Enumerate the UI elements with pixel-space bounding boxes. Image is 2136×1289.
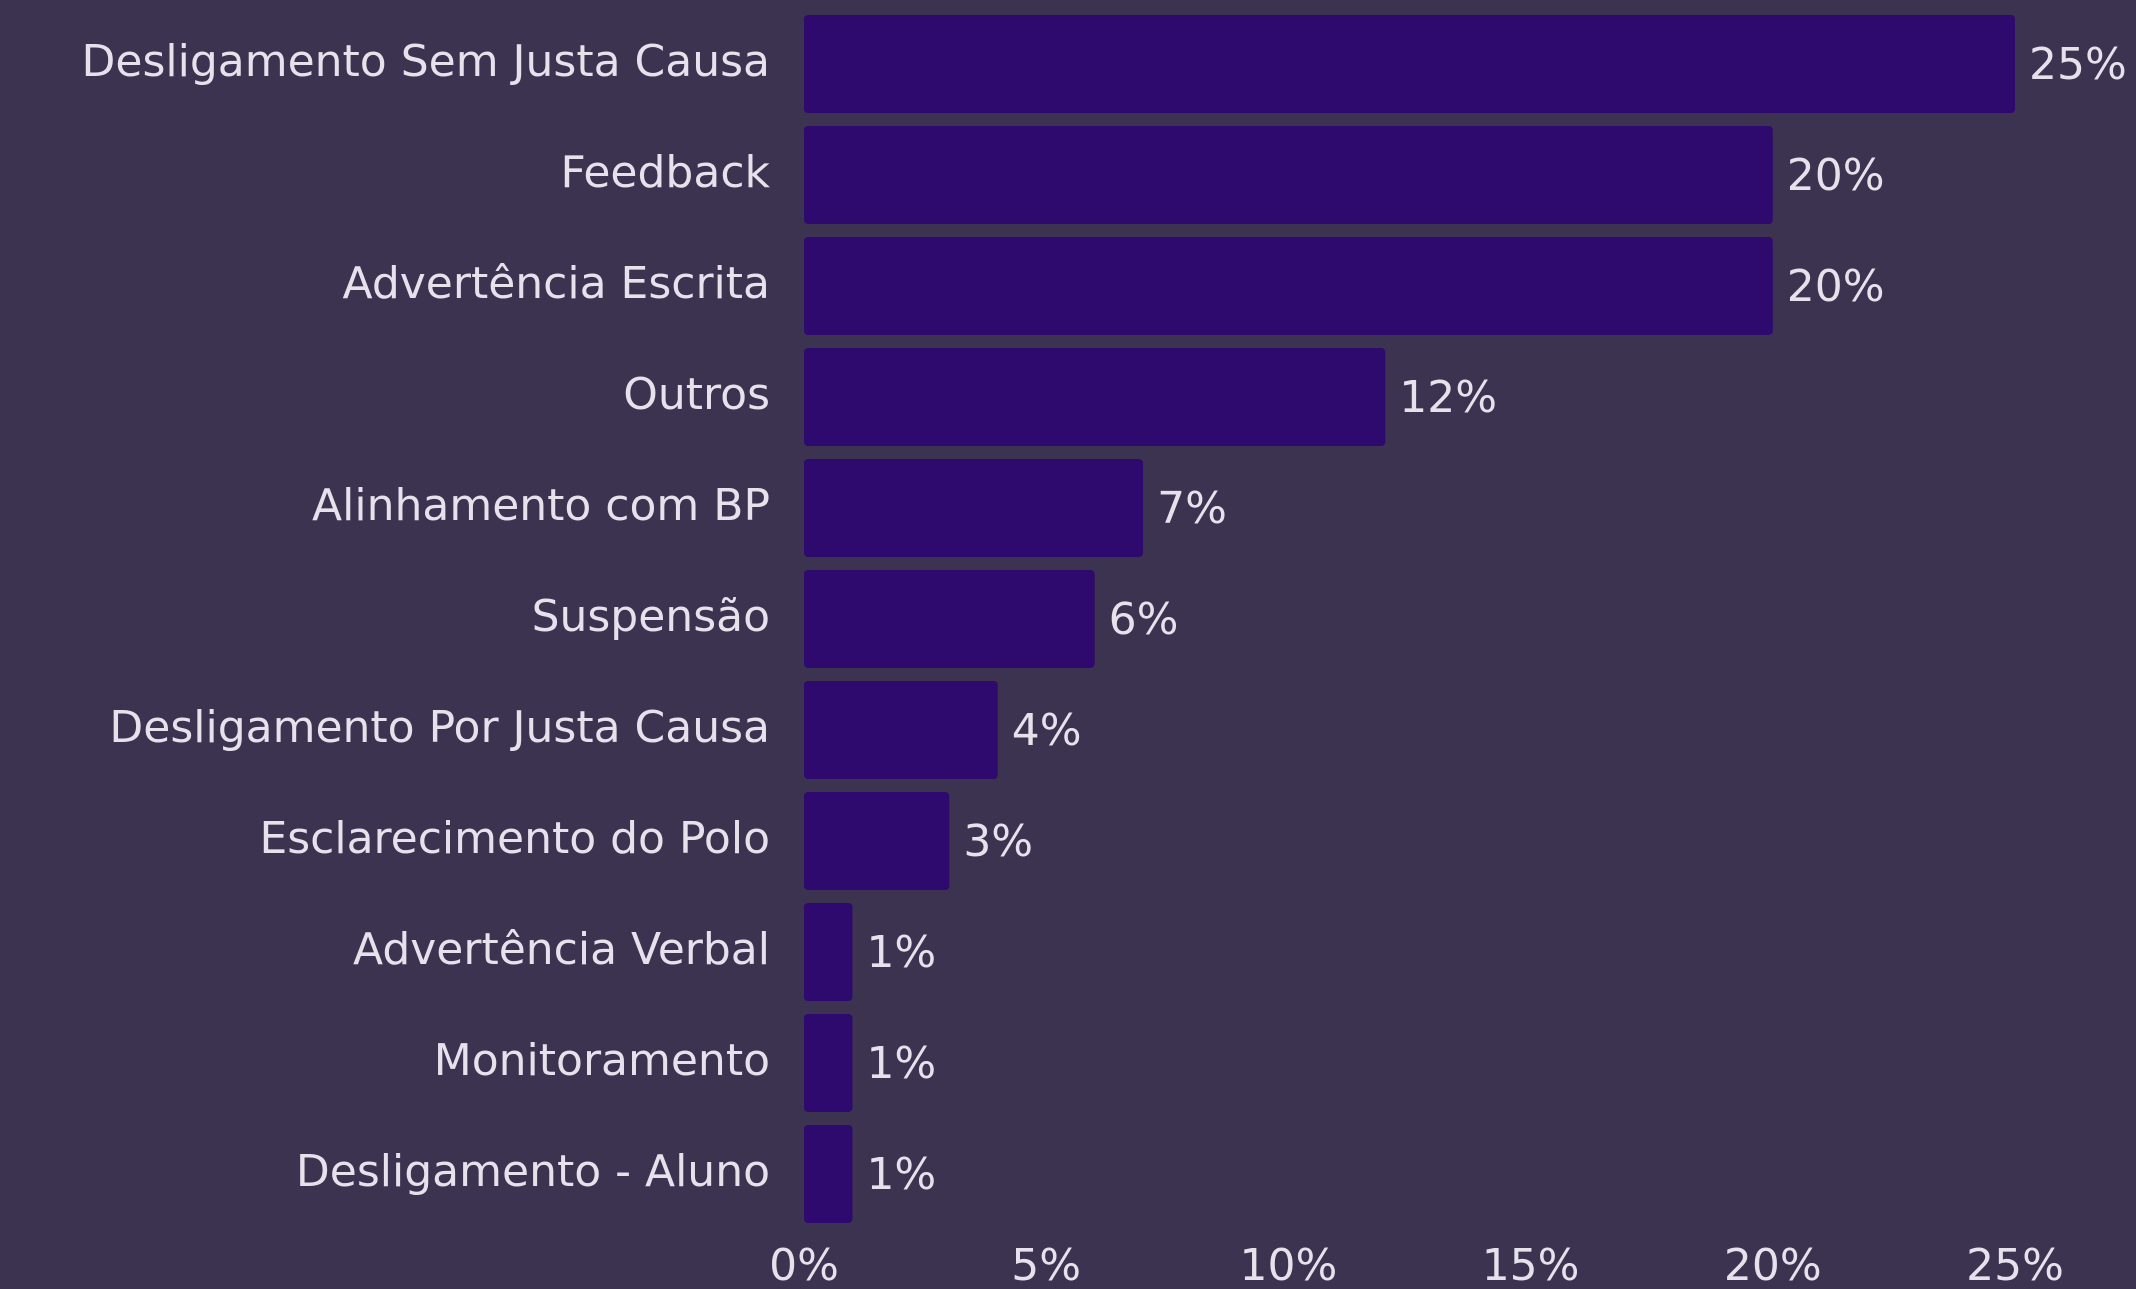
bar xyxy=(804,126,1773,224)
x-tick-label: 25% xyxy=(1966,1240,2064,1289)
y-tick-label: Alinhamento com BP xyxy=(312,480,770,531)
value-label: 20% xyxy=(1787,261,1885,312)
value-label: 12% xyxy=(1399,372,1497,423)
value-label: 1% xyxy=(866,927,936,978)
y-tick-label: Desligamento Sem Justa Causa xyxy=(82,36,771,87)
bar xyxy=(804,792,950,890)
bar xyxy=(804,1125,853,1223)
x-tick-label: 20% xyxy=(1724,1240,1822,1289)
y-tick-label: Feedback xyxy=(560,147,770,198)
value-label: 25% xyxy=(2029,39,2127,90)
bar xyxy=(804,570,1095,668)
y-tick-label: Advertência Verbal xyxy=(353,924,770,975)
y-tick-label: Desligamento - Aluno xyxy=(296,1146,770,1197)
bar xyxy=(804,681,998,779)
value-label: 1% xyxy=(866,1149,936,1200)
value-label: 3% xyxy=(963,816,1033,867)
x-tick-label: 5% xyxy=(1011,1240,1081,1289)
x-tick-label: 15% xyxy=(1482,1240,1580,1289)
y-tick-label: Desligamento Por Justa Causa xyxy=(109,702,770,753)
value-label: 1% xyxy=(866,1038,936,1089)
bar xyxy=(804,459,1144,557)
y-tick-label: Advertência Escrita xyxy=(343,258,770,309)
value-label: 6% xyxy=(1109,594,1179,645)
y-tick-label: Suspensão xyxy=(532,591,770,642)
y-tick-label: Outros xyxy=(623,369,770,420)
y-tick-label: Esclarecimento do Polo xyxy=(259,813,770,864)
x-tick-label: 0% xyxy=(769,1240,839,1289)
bar xyxy=(804,15,2015,113)
bar xyxy=(804,903,853,1001)
value-label: 7% xyxy=(1157,483,1227,534)
bar xyxy=(804,1014,853,1112)
value-label: 4% xyxy=(1012,705,1082,756)
x-tick-label: 10% xyxy=(1240,1240,1338,1289)
bar xyxy=(804,237,1773,335)
bar xyxy=(804,348,1386,446)
value-label: 20% xyxy=(1787,150,1885,201)
y-tick-label: Monitoramento xyxy=(434,1035,770,1086)
